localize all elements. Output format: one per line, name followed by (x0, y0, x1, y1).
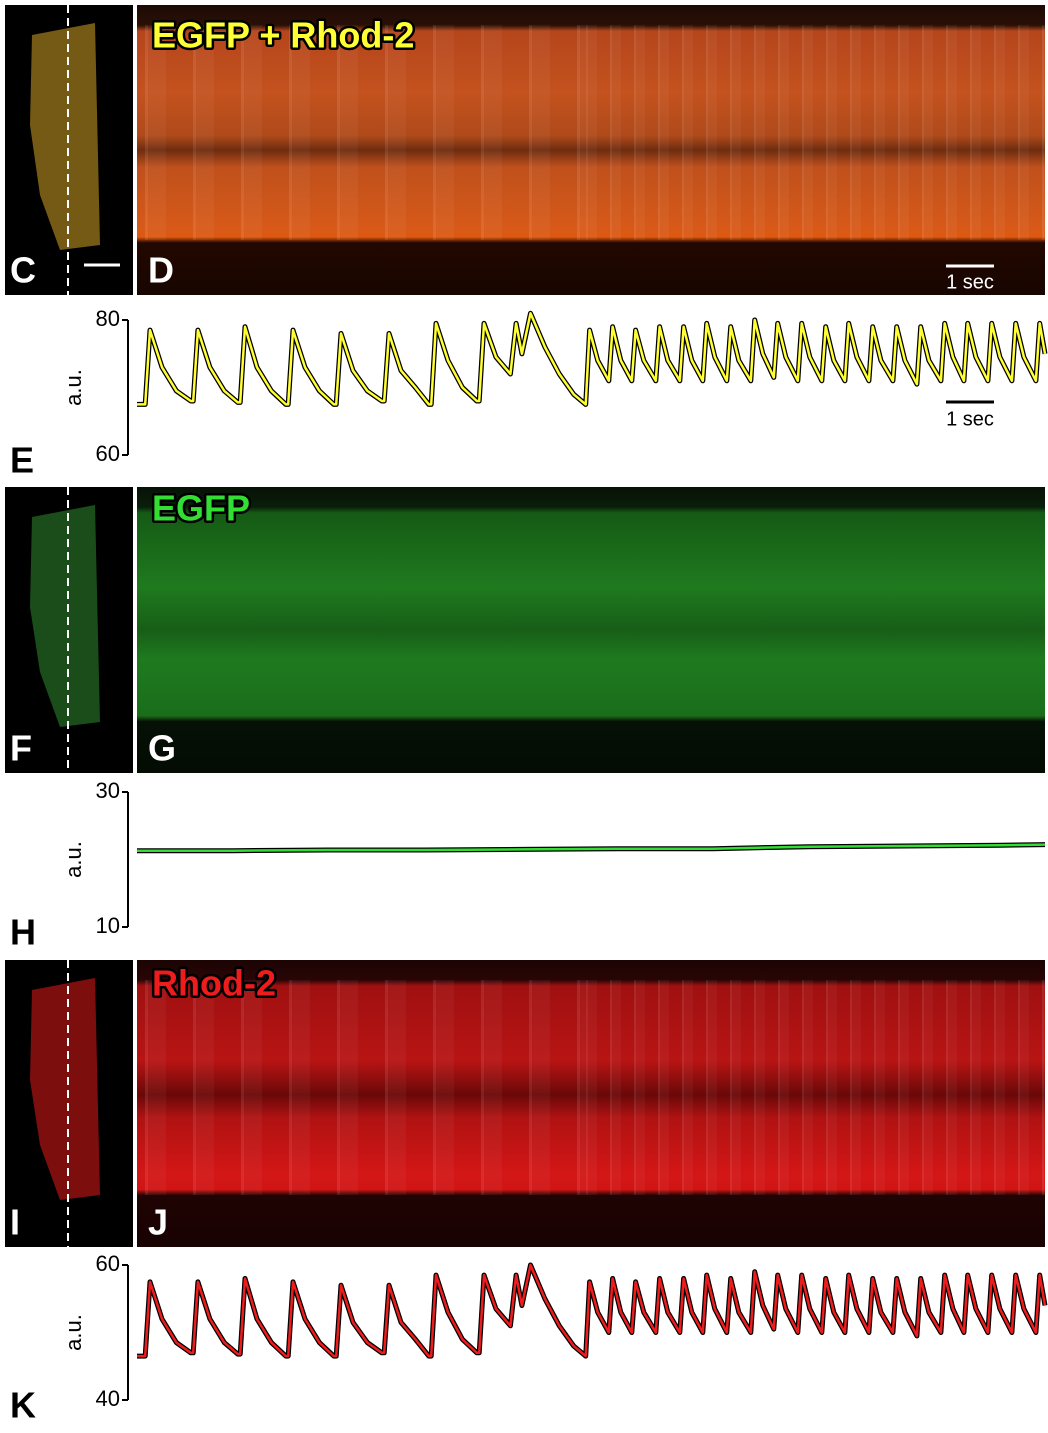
y-tick-label: 60 (96, 441, 120, 466)
panel-letter: G (148, 728, 176, 769)
trace-outline (137, 310, 1048, 407)
y-axis-label: a.u. (61, 369, 86, 406)
y-tick-label: 60 (96, 1251, 120, 1276)
trace (137, 843, 1046, 852)
y-tick-label: 80 (96, 306, 120, 331)
panel-letter: J (148, 1202, 168, 1243)
scale-bar-label: 1 sec (946, 271, 994, 293)
panel-letter: K (10, 1385, 36, 1426)
y-axis-label: a.u. (61, 841, 86, 878)
y-tick-label: 30 (96, 778, 120, 803)
panel-letter: F (10, 728, 32, 769)
panel-letter: E (10, 440, 34, 481)
image-title: EGFP (152, 488, 250, 529)
panel-letter: D (148, 250, 174, 291)
panel-letter: H (10, 912, 36, 953)
y-tick-label: 40 (96, 1386, 120, 1411)
panel-letter: I (10, 1202, 20, 1243)
image-title: Rhod-2 (152, 963, 276, 1004)
trace (137, 1263, 1047, 1358)
image-title: EGFP + Rhod-2 (152, 15, 414, 56)
trace (137, 312, 1047, 406)
panel-letter: C (10, 250, 36, 291)
trace-outline (137, 1262, 1048, 1359)
y-tick-label: 10 (96, 913, 120, 938)
y-axis-label: a.u. (61, 1314, 86, 1351)
scale-bar-label: 1 sec (946, 408, 994, 430)
